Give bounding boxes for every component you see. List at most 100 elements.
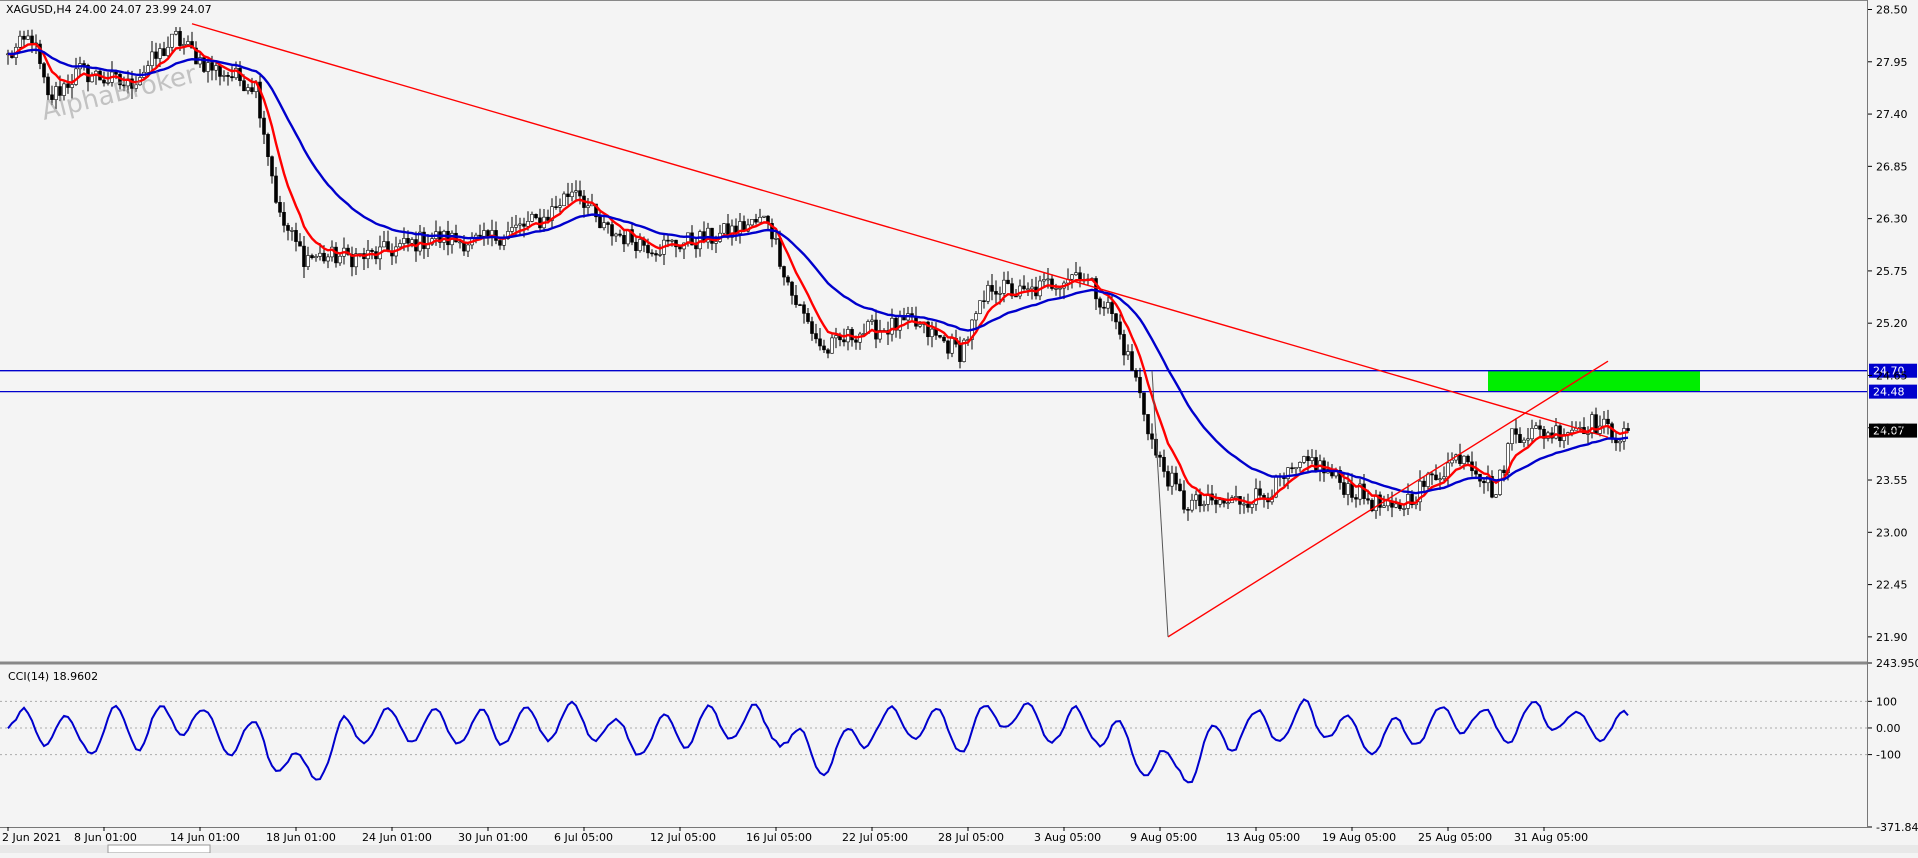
- x-tick-label: 6 Jul 05:00: [554, 831, 613, 844]
- candle-body: [1158, 454, 1162, 458]
- candle-body: [1226, 502, 1230, 505]
- candle-body: [1118, 321, 1122, 335]
- candle-body: [1402, 508, 1406, 510]
- candle-body: [58, 86, 62, 96]
- candle-body: [154, 51, 158, 59]
- candle-body: [234, 68, 238, 79]
- candle-body: [1178, 483, 1182, 492]
- candle-body: [1002, 279, 1006, 294]
- candle-body: [54, 86, 58, 100]
- y-tick-label: 25.75: [1876, 265, 1908, 278]
- candle-body: [1138, 376, 1142, 394]
- target-zone: [1488, 370, 1700, 392]
- price-level-tag: [1869, 363, 1917, 378]
- candle-body: [1370, 499, 1374, 512]
- candle-body: [322, 252, 326, 262]
- candle-body: [946, 340, 950, 354]
- candle-body: [810, 321, 814, 334]
- candle-body: [1366, 498, 1370, 501]
- candle-body: [1474, 470, 1478, 475]
- candle-body: [1602, 418, 1606, 427]
- trendline: [1151, 370, 1169, 637]
- candle-body: [570, 191, 574, 197]
- candle-body: [1314, 457, 1318, 472]
- candle-body: [1426, 473, 1430, 487]
- candle-body: [74, 68, 78, 85]
- candle-body: [1018, 285, 1022, 297]
- candle-body: [1458, 454, 1462, 464]
- candle-body: [874, 319, 878, 340]
- candle-body: [294, 230, 298, 242]
- candle-body: [514, 224, 518, 228]
- candle-body: [830, 337, 834, 354]
- candle-body: [1126, 351, 1130, 356]
- candle-body: [654, 253, 658, 256]
- candle-body: [1162, 456, 1166, 472]
- candle-body: [326, 256, 330, 262]
- chart-tab[interactable]: [107, 844, 211, 854]
- candle-body: [1346, 483, 1350, 495]
- candle-body: [510, 227, 514, 232]
- candle-body: [1042, 279, 1046, 282]
- candle-body: [186, 41, 190, 45]
- candle-body: [518, 223, 522, 226]
- candle-body: [1142, 392, 1146, 415]
- x-tick-label: 13 Aug 05:00: [1226, 831, 1300, 844]
- candle-body: [786, 276, 790, 283]
- candle-body: [1286, 467, 1290, 479]
- candle-body: [482, 230, 486, 237]
- candle-body: [1242, 503, 1246, 506]
- candle-body: [818, 338, 822, 347]
- candle-body: [958, 343, 962, 362]
- candle-body: [990, 285, 994, 292]
- candle-body: [1338, 470, 1342, 483]
- candle-body: [1130, 351, 1134, 371]
- candle-body: [550, 206, 554, 221]
- candle-body: [1606, 418, 1610, 425]
- candle-body: [210, 62, 214, 71]
- candle-body: [1106, 302, 1110, 309]
- candle-body: [262, 117, 266, 135]
- candle-body: [1306, 456, 1310, 461]
- y-tick-label: 21.90: [1876, 631, 1908, 644]
- candle-body: [890, 317, 894, 335]
- candle-body: [290, 230, 294, 232]
- candle-body: [1498, 469, 1502, 495]
- candle-body: [594, 203, 598, 218]
- candle-body: [1218, 499, 1222, 505]
- candle-body: [522, 223, 526, 227]
- candle-body: [986, 285, 990, 302]
- candle-body: [1514, 428, 1518, 435]
- candle-body: [1254, 488, 1258, 505]
- candle-body: [1530, 428, 1534, 440]
- x-tick-label: 16 Jul 05:00: [746, 831, 812, 844]
- x-tick-label: 25 Aug 05:00: [1418, 831, 1492, 844]
- candle-body: [618, 233, 622, 236]
- candle-body: [566, 193, 570, 197]
- candle-body: [1078, 272, 1082, 281]
- candle-body: [630, 229, 634, 243]
- candle-body: [1122, 334, 1126, 356]
- candle-body: [250, 87, 254, 92]
- candle-body: [214, 65, 218, 71]
- candle-body: [346, 247, 350, 255]
- candle-body: [466, 244, 470, 252]
- candle-body: [106, 82, 110, 84]
- candle-body: [1558, 425, 1562, 441]
- candle-body: [70, 84, 74, 88]
- candle-body: [1070, 274, 1074, 280]
- candle-body: [1358, 483, 1362, 500]
- candle-body: [610, 224, 614, 237]
- candle-body: [690, 232, 694, 246]
- candle-body: [150, 51, 154, 66]
- cci-plot-area[interactable]: [0, 663, 1868, 827]
- candle-body: [1410, 494, 1414, 506]
- candle-body: [302, 245, 306, 267]
- candle-body: [790, 281, 794, 296]
- main-plot-area[interactable]: [0, 0, 1868, 663]
- candle-body: [650, 252, 654, 255]
- candle-body: [1626, 428, 1630, 431]
- candle-body: [974, 313, 978, 321]
